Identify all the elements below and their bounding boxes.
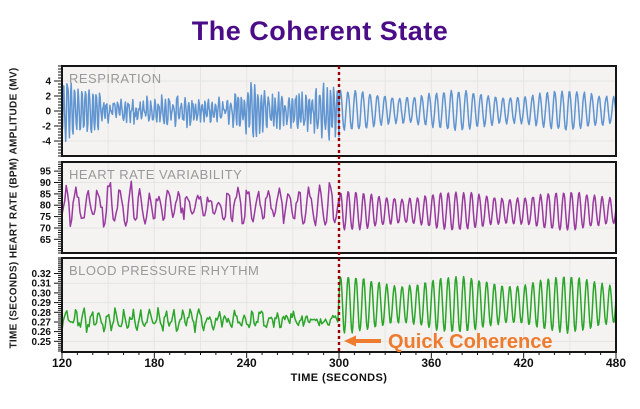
y-tick-label: 0.26 [32,327,52,338]
blood-pressure-rhythm-waveform [61,275,617,334]
y-tick-label: 0.28 [32,308,52,319]
respiration-waveform [61,82,617,143]
y-tick-label: 95 [40,167,52,178]
blood-pressure-rhythm-label: BLOOD PRESSURE RHYTHM [69,263,259,278]
y-tick-label: 80 [40,201,52,212]
heart-rate-variability-label: HEART RATE VARIABILITY [69,167,242,182]
y-axis-ticks [54,257,62,352]
y-tick-label: -4 [42,137,51,148]
y-tick-label: 65 [40,235,52,246]
y-tick-label: 0.30 [32,288,52,299]
y-tick-label: 2 [45,92,51,103]
y-tick-labels: 0.320.310.300.290.280.270.260.25 [32,269,52,348]
y-tick-label: 0 [45,107,51,118]
y-tick-labels: 4 2 0 -2 -4 [42,77,51,148]
y-tick-label: 75 [40,212,52,223]
y-tick-label: -2 [42,122,51,133]
page-title: The Coherent State [191,16,449,46]
respiration-label: RESPIRATION [69,71,162,86]
y-tick-label: 0.32 [32,269,52,280]
y-tick-label: 70 [40,223,52,234]
y-tick-label: 0.31 [32,279,52,290]
x-tick-label: 420 [513,356,534,370]
x-tick-label: 360 [421,356,442,370]
blood-pressure-rhythm-panel: 0.320.310.300.290.280.270.260.25 BLOOD PR… [32,257,617,358]
heart-rate-variability-waveform [61,180,617,231]
y-tick-label: 4 [45,77,51,88]
x-tick-label: 120 [51,356,73,370]
y-tick-label: 0.29 [32,298,52,309]
heart-rate-variability-y-axis-title: HEART RATE (BPM) [8,157,20,258]
blood-pressure-rhythm-y-axis-title: TIME (SECONDS) [8,261,20,349]
x-tick-label: 180 [144,356,165,370]
y-axis-ticks [54,161,62,254]
y-axis-ticks [54,65,62,157]
y-tick-label: 90 [40,178,52,189]
y-tick-label: 0.25 [32,337,52,348]
x-tick-label: 240 [236,356,257,370]
y-tick-label: 0.27 [32,317,52,328]
respiration-y-axis-title: AMPLITUDE (MV) [8,67,20,155]
y-tick-label: 85 [40,189,52,200]
x-tick-label: 480 [605,356,627,370]
x-axis-title: TIME (SECONDS) [290,372,388,384]
respiration-panel: 4 2 0 -2 -4 RESPIRATION [42,65,617,157]
x-tick-label: 300 [328,356,350,370]
